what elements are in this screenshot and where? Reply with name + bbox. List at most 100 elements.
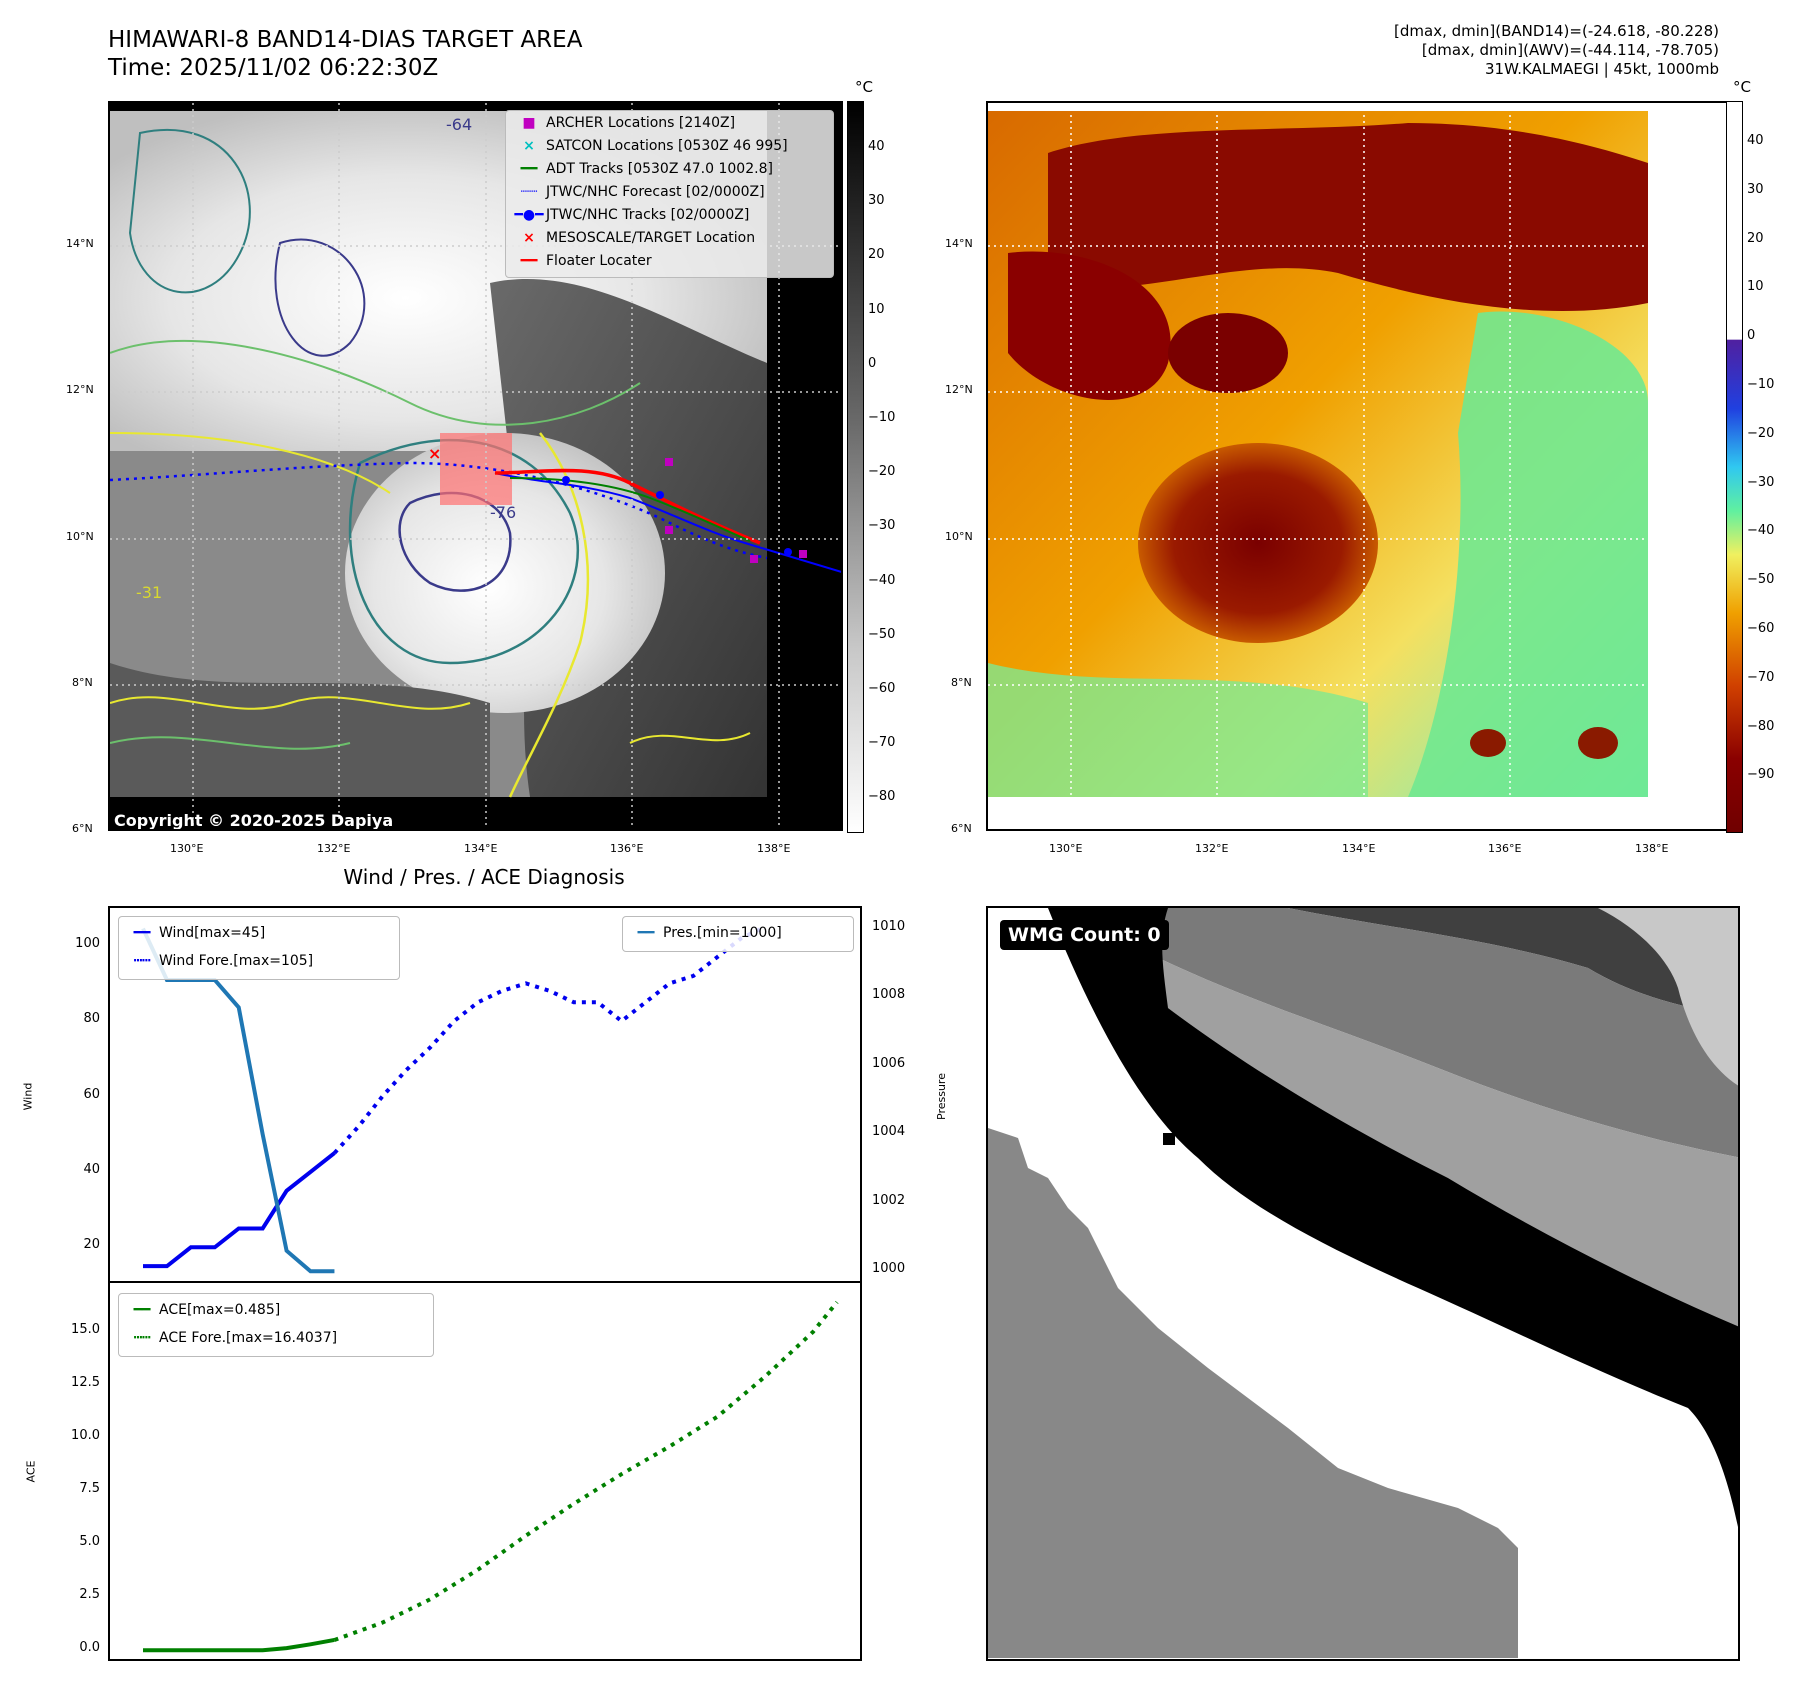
pressure-tick-label: 1010	[872, 918, 906, 934]
ir-map-panel: × -64 -76 -31 Copyright © 2020-2025 Dapi…	[108, 101, 843, 831]
ir-colorbar-tick: −40	[868, 572, 896, 588]
dotted-line-icon: ┅┅	[133, 953, 151, 969]
dotted-line-icon: ┅┅	[133, 1330, 151, 1346]
wind-tick-label: 20	[83, 1237, 100, 1253]
awv-lon-label-136e: 136°E	[1488, 842, 1522, 855]
ir-colorbar-tick: −10	[868, 410, 896, 425]
stats-awv: [dmax, dmin](AWV)=(-44.114, -78.705)	[1421, 41, 1719, 59]
map-legend: ■ ARCHER Locations [2140Z] × SATCON Locati…	[505, 110, 834, 278]
legend-adt: ━━ ADT Tracks [0530Z 47.0 1002.8]	[512, 159, 773, 179]
line-icon: ━━	[133, 1302, 151, 1318]
lon-label-130e: 130°E	[170, 842, 204, 855]
line-dot-icon: ━●━	[514, 207, 544, 223]
legend-wind-forecast: ┅┅ Wind Fore.[max=105]	[125, 951, 314, 971]
dotted-line-icon: ┈┈	[520, 184, 538, 200]
ir-colorbar-unit: °C	[855, 78, 873, 96]
awv-colorbar-tick: −60	[1747, 621, 1775, 636]
awv-lon-label-138e: 138°E	[1635, 842, 1669, 855]
wind-tick-label: 80	[83, 1011, 100, 1027]
ace-tick-label: 2.5	[79, 1587, 100, 1603]
ace-axis-label: ACE	[24, 1460, 38, 1483]
ir-colorbar-tick: 30	[868, 193, 885, 209]
awv-colorbar-tick: −70	[1747, 669, 1775, 685]
legend-mesoscale: × MESOSCALE/TARGET Location	[512, 228, 755, 248]
wind-pressure-chart: ━━ Wind[max=45] ┅┅ Wind Fore.[max=105] ━━ P…	[108, 906, 862, 1283]
legend-ace-forecast: ┅┅ ACE Fore.[max=16.4037]	[125, 1328, 338, 1348]
lon-label-136e: 136°E	[610, 842, 644, 855]
awv-colorbar-tick: −50	[1747, 572, 1775, 588]
lat-label-10n: 10°N	[66, 530, 94, 543]
ir-colorbar-tick: 20	[868, 247, 885, 263]
line-icon: ━━	[637, 925, 655, 941]
legend-jtwc-tracks: ━●━ JTWC/NHC Tracks [02/0000Z]	[512, 205, 749, 225]
title-line-2: Time: 2025/11/02 06:22:30Z	[108, 55, 439, 81]
storm-info: 31W.KALMAEGI | 45kt, 1000mb	[1485, 60, 1719, 78]
legend-pressure: ━━ Pres.[min=1000]	[629, 923, 782, 943]
awv-colorbar-tick: −10	[1747, 377, 1775, 392]
awv-colorbar-tick: 30	[1747, 181, 1764, 197]
wind-tick-label: 40	[83, 1161, 100, 1177]
awv-lon-label-134e: 134°E	[1342, 842, 1376, 855]
ir-colorbar-tick: 10	[868, 301, 885, 317]
awv-colorbar-tick: −30	[1747, 474, 1775, 490]
awv-colorbar-tick: 40	[1747, 133, 1764, 148]
ace-tick-label: 15.0	[71, 1321, 100, 1337]
lat-label-6n: 6°N	[72, 822, 93, 835]
ace-tick-label: 7.5	[79, 1481, 100, 1497]
awv-colorbar-tick: −20	[1747, 425, 1775, 441]
awv-colorbar-tick: −40	[1747, 523, 1775, 539]
legend-floater: ━━ Floater Locater	[512, 251, 652, 271]
awv-lat-label-14n: 14°N	[945, 237, 973, 250]
series-0-line	[143, 1151, 336, 1269]
ace-tick-label: 5.0	[79, 1534, 100, 1550]
ace-tick-label: 12.5	[71, 1374, 100, 1390]
stats-header: [dmax, dmin](BAND14)=(-24.618, -80.228) …	[1394, 22, 1719, 79]
ace-tick-label: 0.0	[79, 1640, 100, 1656]
awv-lon-label-132e: 132°E	[1195, 842, 1229, 855]
pressure-tick-label: 1004	[872, 1124, 906, 1140]
awv-colorbar-tick: 20	[1747, 230, 1764, 246]
legend-ace: ━━ ACE[max=0.485]	[125, 1300, 281, 1320]
legend-satcon: × SATCON Locations [0530Z 46 995]	[512, 136, 788, 156]
pressure-tick-label: 1000	[872, 1261, 906, 1277]
awv-colorbar-unit: °C	[1733, 78, 1751, 96]
line-icon: ━━	[520, 253, 538, 269]
x-marker-icon: ×	[523, 230, 535, 246]
lon-label-134e: 134°E	[464, 842, 498, 855]
awv-lat-label-12n: 12°N	[945, 383, 973, 396]
wmg-panel: WMG Count: 0	[986, 906, 1740, 1661]
lat-label-8n: 8°N	[72, 676, 93, 689]
diagnosis-title: Wind / Pres. / ACE Diagnosis	[343, 865, 625, 889]
square-marker-icon: ■	[522, 115, 536, 131]
pressure-tick-label: 1008	[872, 987, 906, 1003]
ace-legend: ━━ ACE[max=0.485] ┅┅ ACE Fore.[max=16.4037…	[118, 1293, 434, 1357]
awv-colorbar-tick: −90	[1747, 767, 1775, 783]
pressure-axis-label: Pressure	[934, 1073, 948, 1120]
wmg-count-badge: WMG Count: 0	[1000, 920, 1169, 950]
ace-series-0-line	[143, 1637, 335, 1653]
awv-colorbar-tick: 0	[1747, 328, 1756, 344]
pressure-tick-label: 1002	[872, 1192, 906, 1208]
ace-chart: ━━ ACE[max=0.485] ┅┅ ACE Fore.[max=16.4037…	[108, 1281, 862, 1661]
line-icon: ━━	[133, 925, 151, 941]
contour-label-76: -76	[490, 503, 517, 522]
ir-colorbar-tick: −20	[868, 464, 896, 480]
ir-colorbar-tick: −50	[868, 626, 896, 642]
lat-label-12n: 12°N	[66, 383, 94, 396]
ir-colorbar-tick: −30	[868, 518, 896, 534]
title-line-1: HIMAWARI-8 BAND14-DIAS TARGET AREA	[108, 27, 583, 53]
stats-band14: [dmax, dmin](BAND14)=(-24.618, -80.228)	[1394, 22, 1719, 40]
awv-lat-label-8n: 8°N	[951, 676, 972, 689]
svg-text:×: ×	[428, 444, 441, 463]
awv-lat-label-6n: 6°N	[951, 822, 972, 835]
x-marker-icon: ×	[523, 138, 535, 154]
lon-label-138e: 138°E	[757, 842, 791, 855]
lon-label-132e: 132°E	[317, 842, 351, 855]
line-icon: ━━	[520, 161, 538, 177]
awv-map-panel	[986, 101, 1733, 831]
ir-colorbar-tick: −60	[868, 681, 896, 696]
wind-tick-label: 60	[83, 1086, 100, 1102]
legend-wind: ━━ Wind[max=45]	[125, 923, 266, 943]
wind-legend: ━━ Wind[max=45] ┅┅ Wind Fore.[max=105]	[118, 916, 400, 980]
pressure-tick-label: 1006	[872, 1055, 906, 1071]
